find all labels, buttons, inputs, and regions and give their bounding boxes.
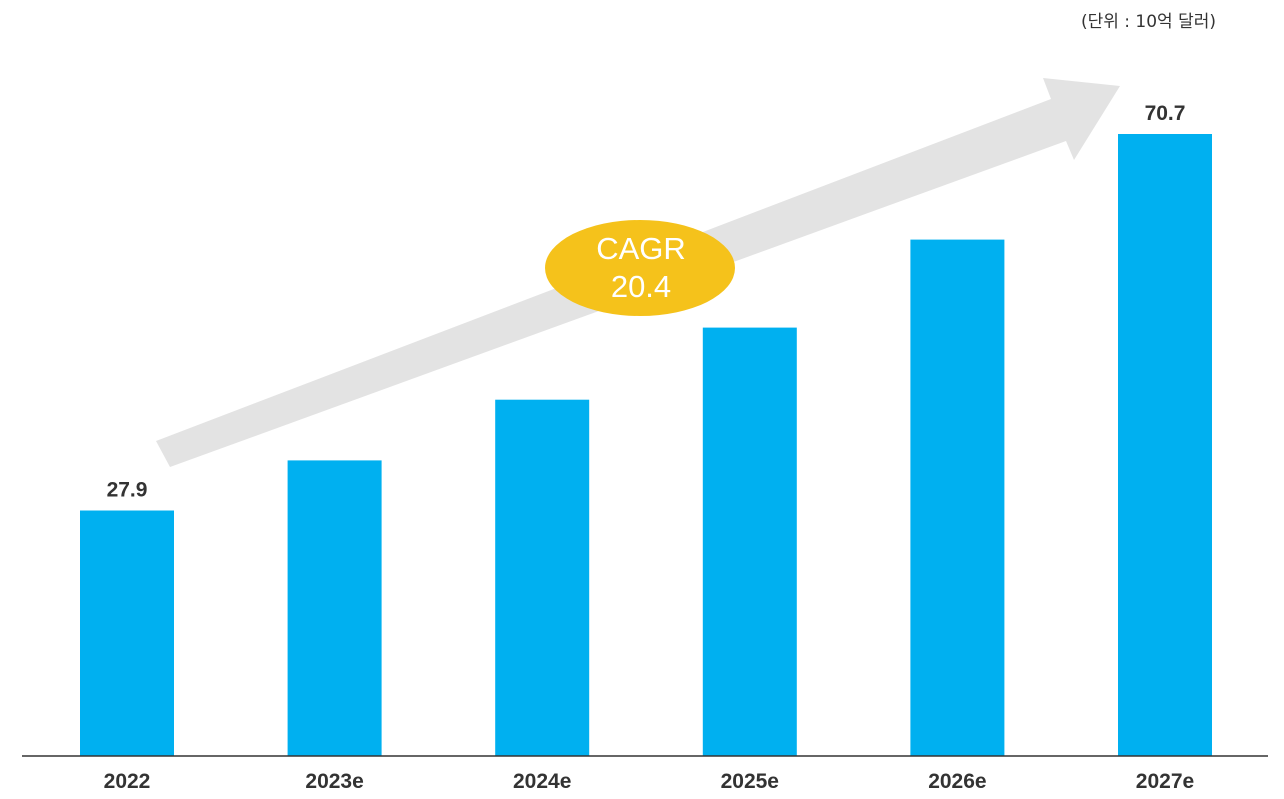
- x-tick-2026e: 2026e: [928, 770, 986, 793]
- x-tick-labels: 2022 2023e 2024e 2025e 2026e 2027e: [104, 770, 1195, 793]
- x-tick-2027e: 2027e: [1136, 770, 1194, 793]
- unit-label: (단위 : 10억 달러): [1081, 12, 1216, 32]
- x-tick-2023e: 2023e: [305, 770, 363, 793]
- x-tick-2025e: 2025e: [721, 770, 779, 793]
- x-tick-2024e: 2024e: [513, 770, 571, 793]
- bar-2024e: [495, 399, 590, 756]
- bar-2023e: [287, 460, 382, 756]
- cagr-badge: CAGR 20.4: [545, 220, 735, 316]
- value-labels-layer: 27.9 70.7: [107, 102, 1186, 502]
- bar-2022: [80, 510, 174, 756]
- cagr-value: 20.4: [611, 269, 671, 304]
- value-label-2022: 27.9: [107, 479, 148, 502]
- bar-2026e: [910, 239, 1005, 757]
- x-tick-2022: 2022: [104, 770, 151, 793]
- bars-layer: [80, 134, 1212, 757]
- value-label-2027e: 70.7: [1145, 102, 1186, 125]
- bar-2027e: [1118, 134, 1212, 756]
- bar-2025e: [702, 327, 797, 756]
- cagr-ellipse: [545, 220, 735, 316]
- cagr-label: CAGR: [596, 231, 686, 266]
